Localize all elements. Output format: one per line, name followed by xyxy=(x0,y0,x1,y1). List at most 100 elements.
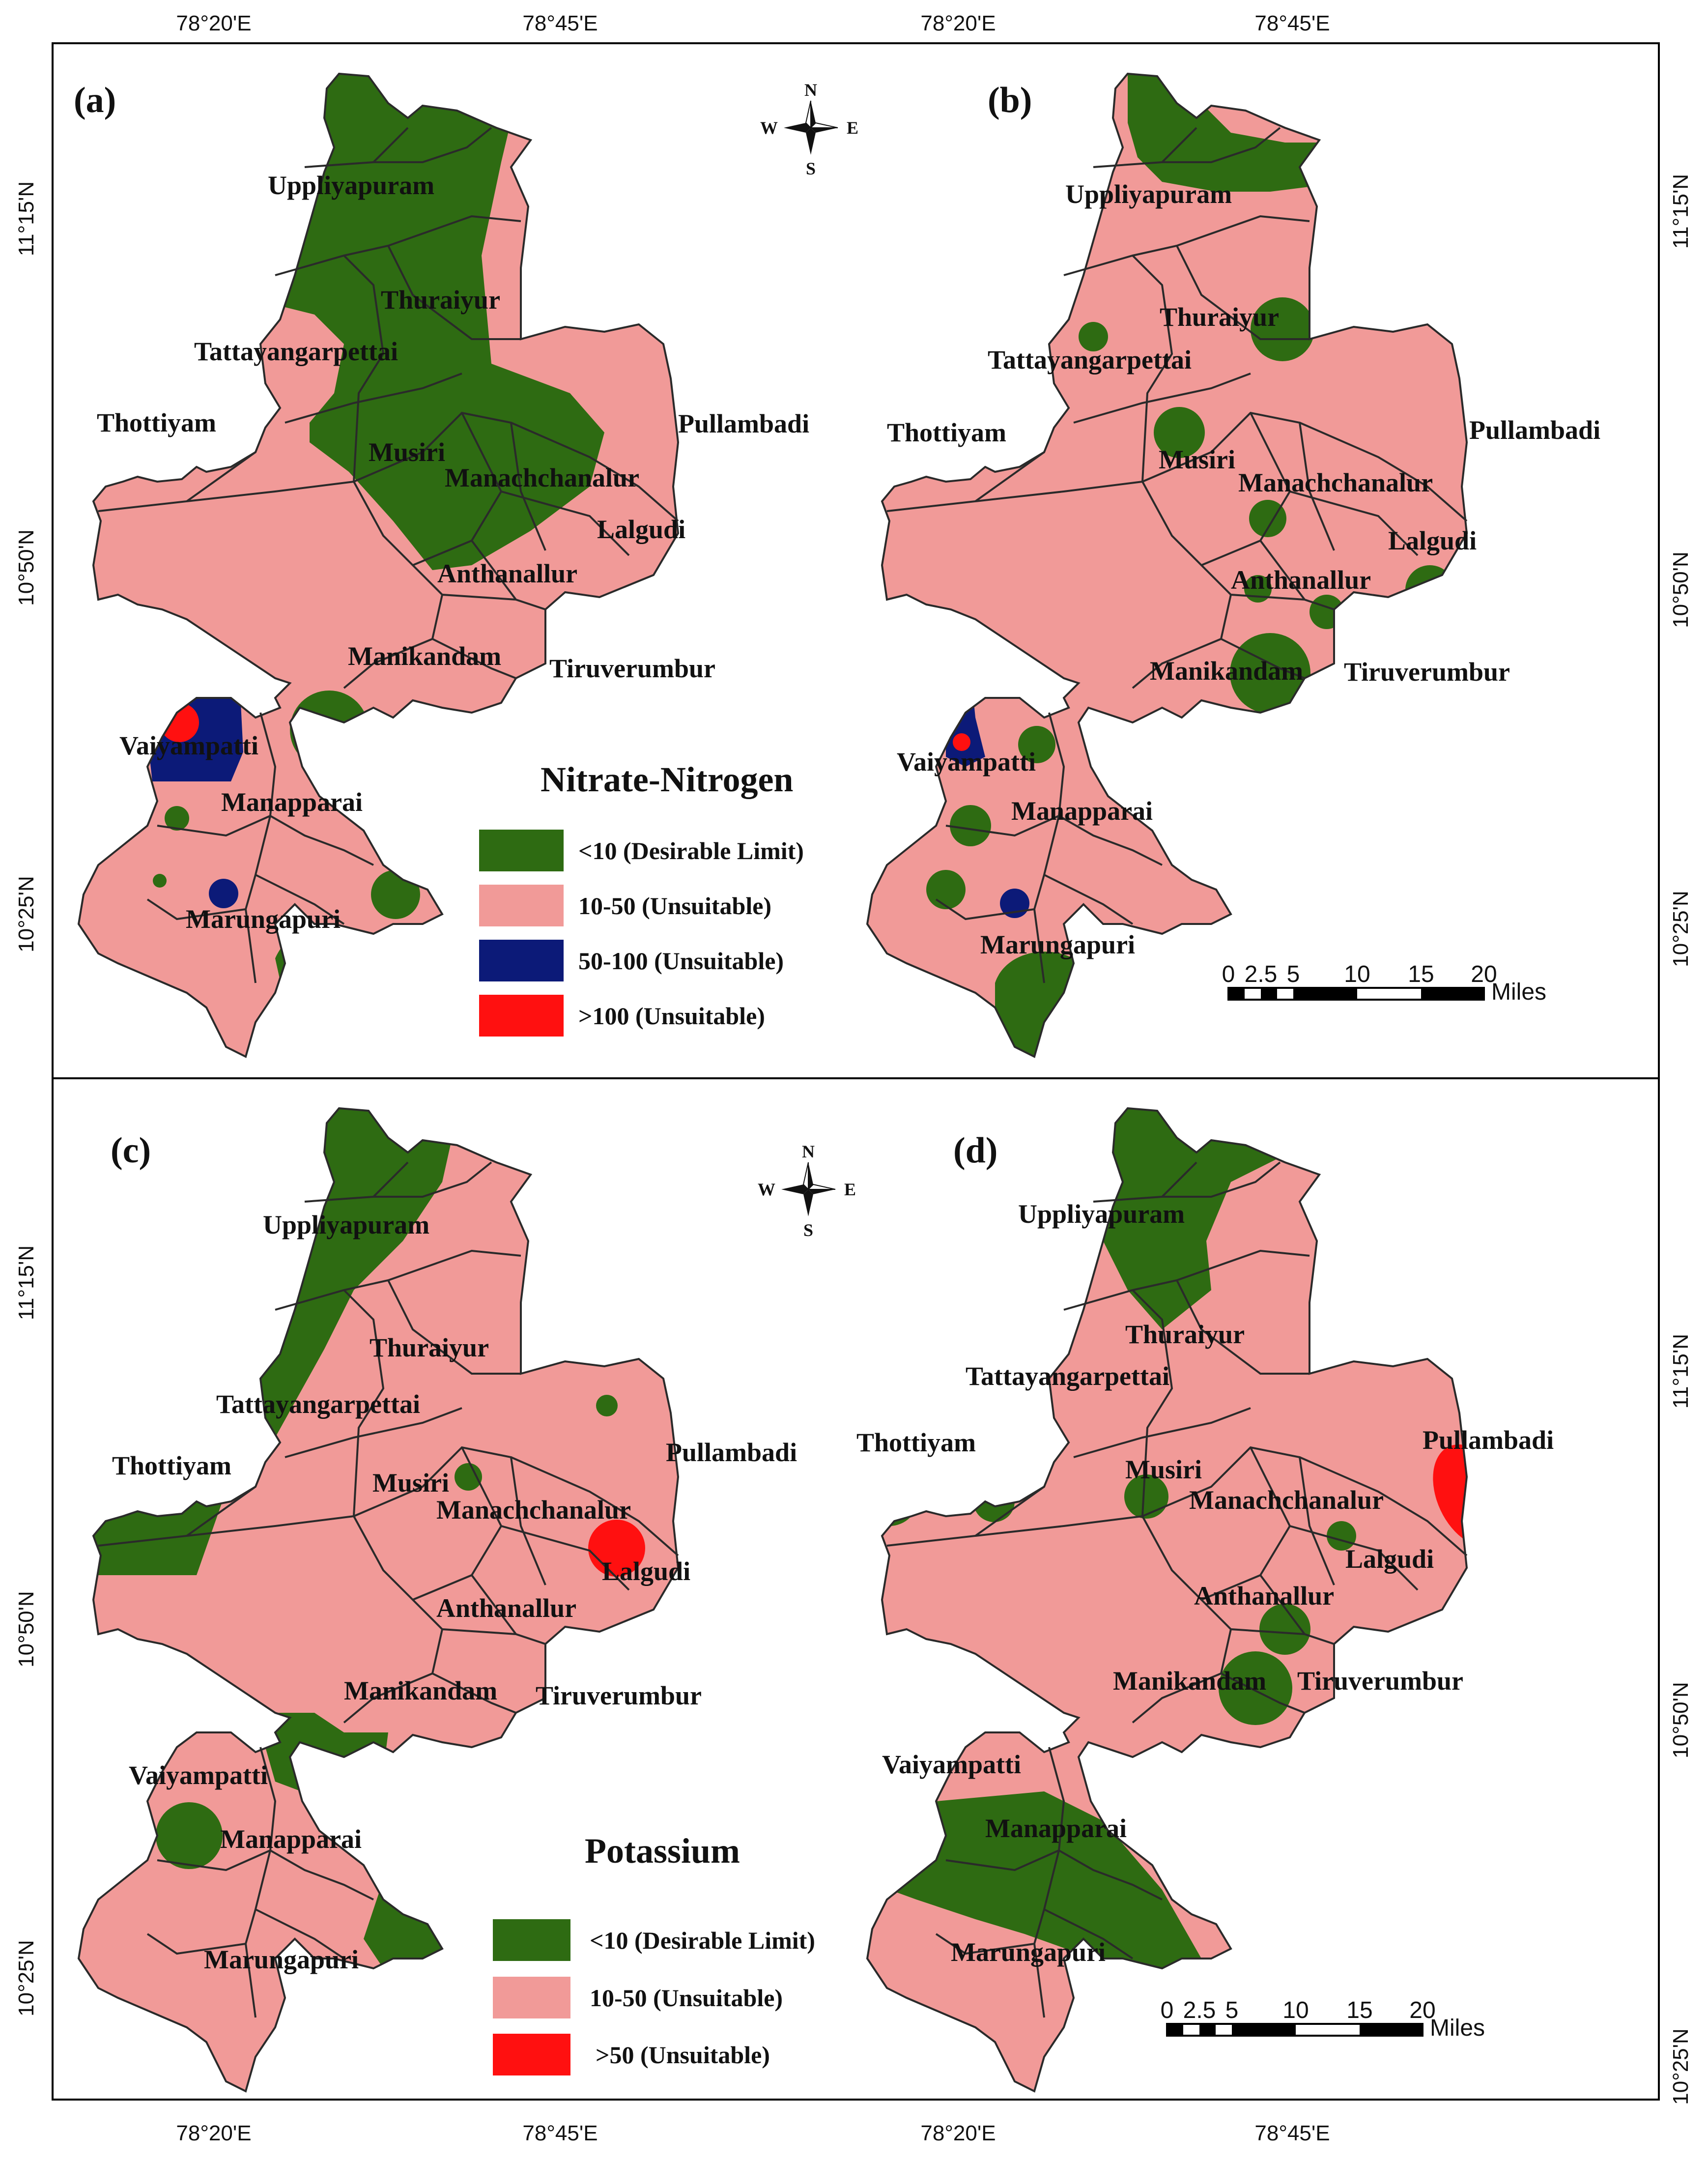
scale-bar-top: 0 2.5 5 10 15 20 Miles xyxy=(1222,961,1546,1005)
place-label: Uppliyapuram xyxy=(268,171,434,200)
legend-title: Nitrate-Nitrogen xyxy=(541,760,793,799)
place-label: Manikandam xyxy=(344,1676,497,1705)
legend-item: >100 (Unsuitable) xyxy=(578,1002,765,1030)
zone-desirable-south xyxy=(275,923,373,1003)
zone-desirable xyxy=(1259,1604,1310,1655)
place-label: Manachchanalur xyxy=(1189,1485,1384,1515)
place-label: Manikandam xyxy=(1150,656,1303,686)
zone-desirable xyxy=(153,874,167,888)
zone-desirable xyxy=(1018,726,1055,763)
coordinate-labels: 78°20'E 78°45'E 78°20'E 78°45'E 78°20'E … xyxy=(14,11,1693,2145)
place-label: Lalgudi xyxy=(1388,526,1477,555)
legend-item: <10 (Desirable Limit) xyxy=(590,1927,815,1954)
zone-desirable xyxy=(165,806,189,831)
zone-desirable xyxy=(581,1648,603,1670)
lat-right-6: 10°25'N xyxy=(1669,2028,1693,2105)
lat-left-1: 11°15'N xyxy=(14,181,38,256)
legend-potassium: Potassium <10 (Desirable Limit) 10-50 (U… xyxy=(493,1831,815,2075)
lat-left-3: 10°25'N xyxy=(14,876,38,952)
zone-desirable xyxy=(371,870,420,919)
place-label: Uppliyapuram xyxy=(1065,179,1232,209)
place-label: Anthanallur xyxy=(436,1593,576,1623)
place-label: Pullambadi xyxy=(678,409,809,438)
legend-swatch xyxy=(479,995,564,1037)
place-label: Tiruverumbur xyxy=(549,654,715,683)
zone-desirable xyxy=(1219,1651,1292,1725)
place-labels-d: Uppliyapuram Thuraiyur Tattayangarpettai… xyxy=(856,1199,1554,1967)
place-label: Tiruverumbur xyxy=(536,1681,702,1710)
place-label: Thuraiyur xyxy=(370,1333,489,1362)
zone-above-100 xyxy=(953,733,970,751)
lat-right-1: 11°15'N xyxy=(1669,174,1693,249)
place-label: Uppliyapuram xyxy=(263,1210,429,1239)
legend-swatch xyxy=(493,1919,570,1961)
scale-unit: Miles xyxy=(1491,979,1546,1005)
place-label: Musiri xyxy=(372,1468,449,1498)
compass-rose-bottom: N S E W xyxy=(758,1142,856,1240)
scale-tick: 2.5 xyxy=(1245,961,1278,987)
compass-s: S xyxy=(803,1220,813,1240)
compass-w: W xyxy=(758,1180,775,1199)
legend-nitrate: Nitrate-Nitrogen <10 (Desirable Limit) 1… xyxy=(479,760,804,1037)
place-label: Vaiyampatti xyxy=(897,747,1036,777)
place-label: Musiri xyxy=(1125,1455,1202,1484)
legend-item: 50-100 (Unsuitable) xyxy=(578,947,784,975)
panel-label-c: (c) xyxy=(111,1130,151,1171)
lat-right-2: 10°50'N xyxy=(1669,551,1693,628)
zone-desirable xyxy=(1309,595,1344,629)
place-label: Tattayangarpettai xyxy=(988,345,1192,375)
compass-e: E xyxy=(847,118,858,138)
lat-right-3: 10°25'N xyxy=(1669,891,1693,967)
zone-above-50 xyxy=(1433,1444,1467,1547)
place-label: Marungapuri xyxy=(980,930,1135,959)
place-label: Manikandam xyxy=(348,641,501,671)
scale-tick: 0 xyxy=(1222,961,1235,987)
legend-item: <10 (Desirable Limit) xyxy=(578,837,804,864)
scale-tick: 10 xyxy=(1344,961,1370,987)
place-label: Anthanallur xyxy=(1194,1581,1334,1611)
legend-swatch xyxy=(479,830,564,871)
place-label: Lalgudi xyxy=(602,1556,690,1586)
zone-50-100 xyxy=(209,879,238,908)
zone-desirable xyxy=(1249,500,1286,537)
lat-left-4: 11°15'N xyxy=(14,1245,38,1320)
zone-desirable-north xyxy=(256,74,604,570)
place-label: Thuraiyur xyxy=(1125,1320,1245,1349)
scale-tick: 20 xyxy=(1471,961,1497,987)
lon-bottom-4: 78°45'E xyxy=(1254,2121,1330,2145)
scale-unit: Miles xyxy=(1430,2015,1485,2041)
scale-tick: 15 xyxy=(1346,1997,1372,2023)
place-label: Pullambadi xyxy=(1423,1425,1554,1455)
map-panel-b xyxy=(866,73,1468,1058)
zone-desirable-south xyxy=(995,951,1162,1057)
scale-tick: 5 xyxy=(1287,961,1300,987)
panel-label-a: (a) xyxy=(74,80,116,120)
river-gap xyxy=(1407,576,1463,597)
place-label: Vaiyampatti xyxy=(119,731,258,760)
zone-desirable xyxy=(1251,297,1314,361)
zone-desirable xyxy=(950,805,991,846)
zone-desirable xyxy=(455,1463,482,1491)
place-label: Uppliyapuram xyxy=(1018,1199,1185,1229)
map-panel-d xyxy=(866,1107,1543,2092)
place-label: Marungapuri xyxy=(204,1945,359,1974)
place-label: Manapparai xyxy=(1011,796,1153,826)
zone-desirable-north xyxy=(1064,1108,1300,1329)
place-label: Manachchanalur xyxy=(436,1495,631,1525)
compass-s: S xyxy=(806,159,816,178)
legend-swatch xyxy=(479,940,564,981)
place-label: Marungapuri xyxy=(951,1937,1106,1967)
compass-rose-top: N S E W xyxy=(760,80,858,178)
legend-swatch xyxy=(493,2034,570,2075)
zone-desirable xyxy=(1124,1474,1168,1519)
lon-bottom-2: 78°45'E xyxy=(522,2121,598,2145)
place-label: Tattayangarpettai xyxy=(216,1389,420,1419)
scale-tick: 20 xyxy=(1409,1997,1435,2023)
place-label: Manachchanalur xyxy=(1238,468,1433,497)
map-panel-c xyxy=(78,1107,679,2092)
zone-desirable xyxy=(1504,1467,1543,1506)
zone-desirable xyxy=(1154,407,1205,458)
place-label: Thuraiyur xyxy=(1160,302,1279,332)
place-label: Thottiyam xyxy=(97,408,216,437)
